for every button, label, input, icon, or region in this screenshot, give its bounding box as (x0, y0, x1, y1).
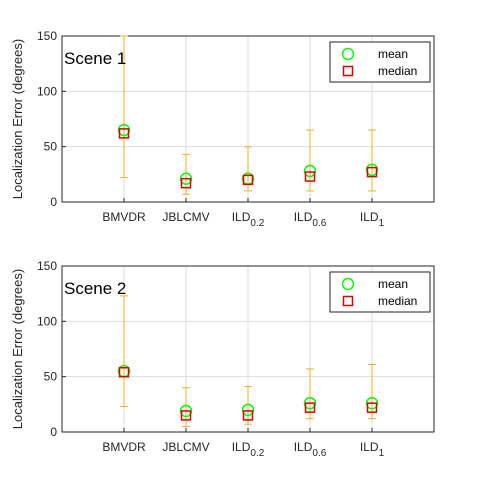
legend-mean-label: mean (378, 277, 408, 291)
legend-median-label: median (378, 294, 417, 308)
median-marker (118, 366, 130, 378)
median-marker (242, 174, 254, 186)
legend-median-marker (342, 295, 354, 307)
x-tick-label-base: JBLCMV (162, 210, 209, 224)
legend: mean median (329, 41, 431, 83)
x-tick-label-subscript: 0.6 (312, 218, 326, 229)
scene-title: Scene 2 (64, 279, 126, 298)
y-axis-label: Localization Error (degrees) (10, 269, 25, 429)
x-tick-label: JBLCMV (162, 210, 209, 224)
legend-median-label: median (378, 64, 417, 78)
mean-marker (303, 164, 317, 178)
x-tick-label-base: BMVDR (102, 210, 146, 224)
mean-marker (365, 396, 379, 410)
y-tick-label: 50 (44, 370, 58, 384)
legend: mean median (329, 271, 431, 313)
mean-marker (241, 403, 255, 417)
x-tick-label-base: ILD (294, 440, 313, 454)
legend-mean-label: mean (378, 47, 408, 61)
median-marker (118, 128, 130, 139)
x-tick-label: BMVDR (102, 440, 146, 454)
median-marker (180, 410, 192, 421)
x-tick-label: ILD0.6 (294, 210, 327, 229)
x-tick-label-base: ILD (360, 210, 379, 224)
median-marker (366, 166, 378, 178)
mean-marker (303, 396, 317, 410)
mean-marker (179, 404, 193, 418)
x-tick-label-base: BMVDR (102, 440, 146, 454)
x-tick-label-base: ILD (232, 210, 251, 224)
x-tick-label: JBLCMV (162, 440, 209, 454)
y-tick-label: 150 (37, 259, 57, 273)
x-tick-label: ILD1 (360, 210, 385, 229)
x-tick-label: BMVDR (102, 210, 146, 224)
x-tick-label-base: JBLCMV (162, 440, 209, 454)
legend-median-marker (342, 65, 354, 77)
x-tick-label-subscript: 0.2 (250, 218, 264, 229)
x-tick-label-base: ILD (232, 440, 251, 454)
median-marker (180, 177, 192, 189)
median-marker (304, 402, 316, 413)
median-marker (366, 402, 378, 413)
y-tick-label: 100 (37, 84, 57, 98)
mean-marker (179, 172, 193, 186)
x-tick-label-subscript: 1 (379, 218, 385, 229)
legend-mean-marker (341, 277, 355, 291)
x-tick-label: ILD1 (360, 440, 385, 459)
legend-mean-marker (341, 47, 355, 61)
x-tick-label-subscript: 0.2 (250, 448, 264, 459)
mean-marker (117, 123, 131, 137)
y-tick-label: 100 (37, 314, 57, 328)
y-tick-label: 0 (50, 425, 57, 439)
median-marker (242, 410, 254, 421)
x-tick-label-subscript: 1 (379, 448, 385, 459)
x-tick-label-subscript: 0.6 (312, 448, 326, 459)
median-marker (304, 171, 316, 182)
y-tick-label: 0 (50, 195, 57, 209)
x-tick-label-base: ILD (360, 440, 379, 454)
x-tick-label-base: ILD (294, 210, 313, 224)
mean-marker (365, 163, 379, 177)
y-axis-label: Localization Error (degrees) (10, 39, 25, 199)
x-tick-label: ILD0.6 (294, 440, 327, 459)
x-tick-label: ILD0.2 (232, 210, 265, 229)
y-tick-label: 50 (44, 140, 58, 154)
x-tick-label: ILD0.2 (232, 440, 265, 459)
scene-title: Scene 1 (64, 49, 126, 68)
y-tick-label: 150 (37, 29, 57, 43)
